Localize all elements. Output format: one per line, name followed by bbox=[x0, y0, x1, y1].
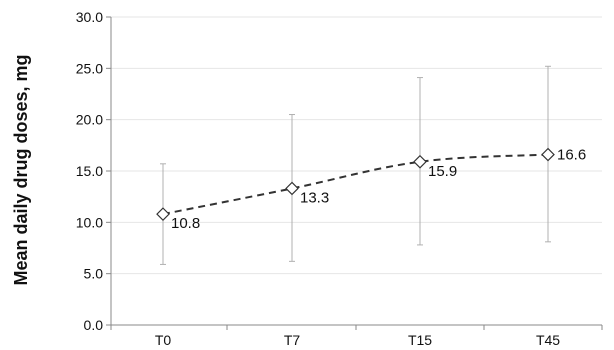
y-tick-label: 20.0 bbox=[76, 112, 103, 128]
data-point-marker bbox=[541, 147, 555, 162]
data-label: 16.6 bbox=[557, 147, 586, 164]
y-axis-title: Mean daily drug doses, mg bbox=[11, 54, 31, 285]
data-label: 10.8 bbox=[171, 215, 200, 232]
x-tick-label: T0 bbox=[155, 332, 172, 348]
data-point-marker bbox=[285, 181, 299, 196]
y-tick-label: 30.0 bbox=[76, 9, 103, 25]
axes bbox=[106, 16, 603, 330]
x-tick-label: T15 bbox=[408, 332, 432, 348]
x-tick-label: T7 bbox=[284, 332, 301, 348]
data-point-marker bbox=[156, 207, 170, 221]
series-line bbox=[162, 153, 549, 216]
y-tick-label: 15.0 bbox=[76, 163, 103, 179]
data-point-marker bbox=[413, 154, 427, 169]
y-tick-labels: 0.0 5.0 10.0 15.0 20.0 25.0 30.0 bbox=[76, 9, 103, 333]
data-label: 13.3 bbox=[300, 189, 329, 206]
y-tick-label: 5.0 bbox=[84, 266, 104, 282]
data-labels: 10.8 13.3 15.9 16.6 bbox=[171, 147, 586, 233]
error-bars bbox=[160, 65, 551, 265]
data-markers bbox=[156, 147, 555, 221]
series-line-path bbox=[162, 153, 549, 216]
y-tick-label: 25.0 bbox=[76, 60, 103, 76]
x-tick-labels: T0 T7 T15 T45 bbox=[155, 332, 560, 348]
grid-lines bbox=[111, 16, 602, 275]
data-label: 15.9 bbox=[428, 163, 457, 180]
x-tick-label: T45 bbox=[536, 332, 560, 348]
y-tick-label: 10.0 bbox=[76, 214, 103, 230]
y-tick-label: 0.0 bbox=[84, 317, 104, 333]
